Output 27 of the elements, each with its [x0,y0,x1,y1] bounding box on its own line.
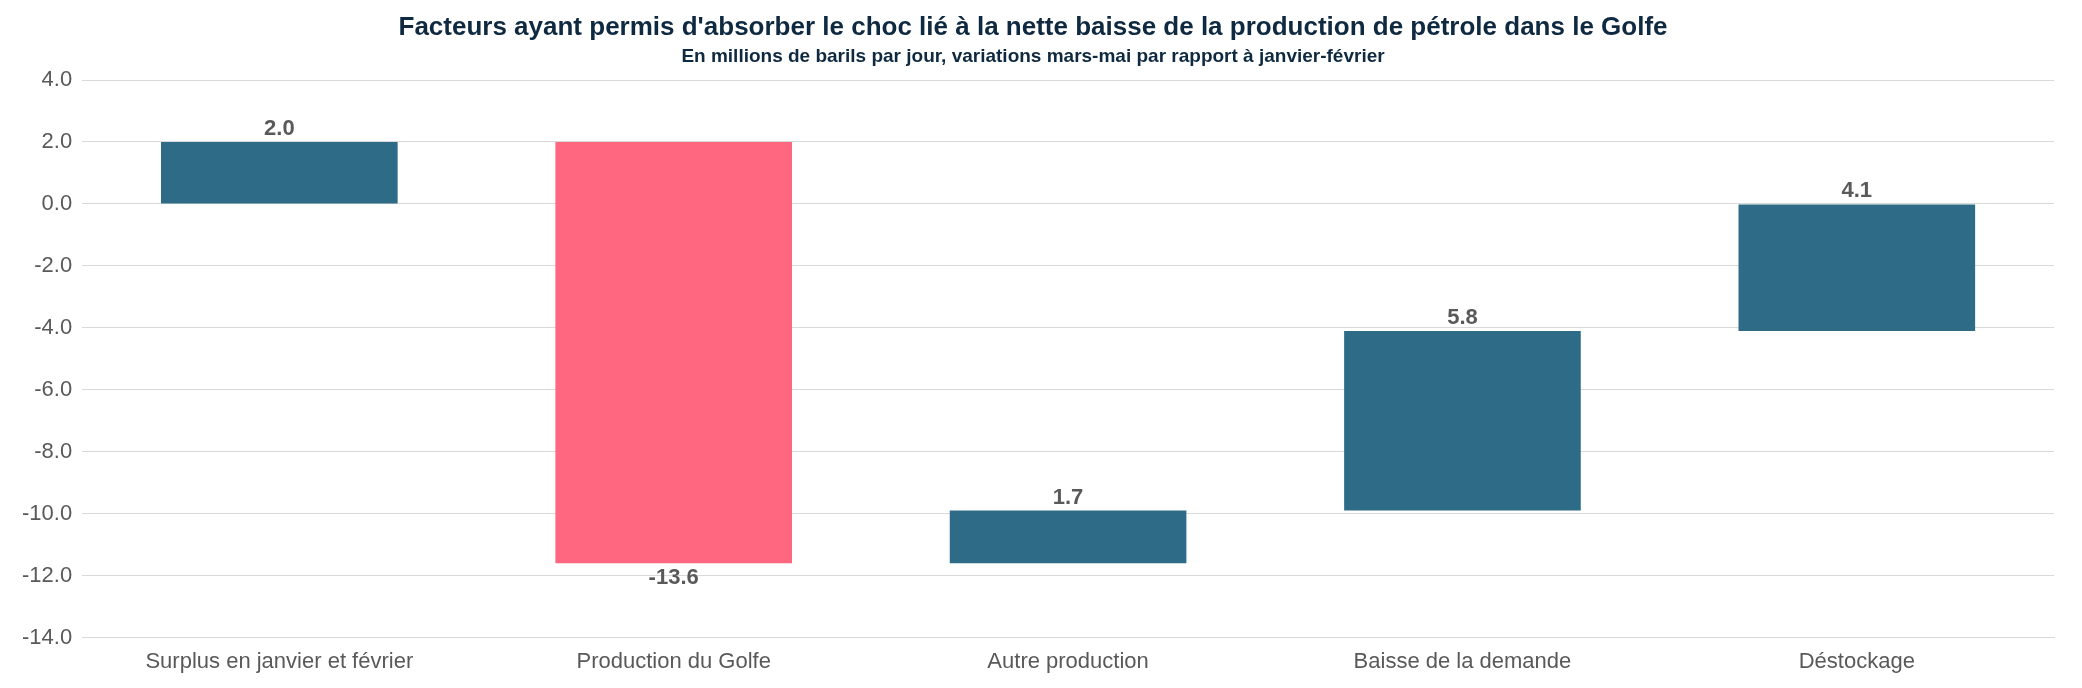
y-tick-label: -8.0 [34,437,73,463]
y-tick-label: -4.0 [34,313,73,339]
y-tick-label: 4.0 [41,66,73,92]
x-tick-label: Baisse de la demande [1353,647,1572,673]
y-tick-label: -2.0 [34,251,73,277]
bar [1738,204,1976,331]
data-label: 2.0 [264,115,295,141]
data-label: 4.1 [1841,177,1873,203]
x-tick-label: Déstockage [1798,647,1915,673]
y-tick-label: -14.0 [21,623,73,649]
x-tick-label: Production du Golfe [576,647,771,673]
bar [949,510,1187,564]
y-tick-label: -6.0 [34,375,73,401]
chart-title: Facteurs ayant permis d'absorber le choc lié à la nette baisse de la production de pétrole dans le Golfe [398,10,1668,41]
bar [555,141,793,564]
y-tick-label: 0.0 [41,189,73,215]
x-tick-label: Autre production [987,647,1149,673]
y-tick-label: 2.0 [41,128,73,154]
y-tick-label: -10.0 [21,499,73,525]
bar [1344,330,1581,511]
chart-subtitle: En millions de barils par jour, variations mars-mai par rapport à janvier-février [681,44,1386,66]
data-label: -13.6 [648,564,699,590]
y-tick-label: -12.0 [21,561,73,587]
data-label: 5.8 [1447,303,1478,329]
bar [161,141,398,204]
x-tick-label: Surplus en janvier et février [145,647,414,673]
data-label: 1.7 [1052,483,1084,509]
